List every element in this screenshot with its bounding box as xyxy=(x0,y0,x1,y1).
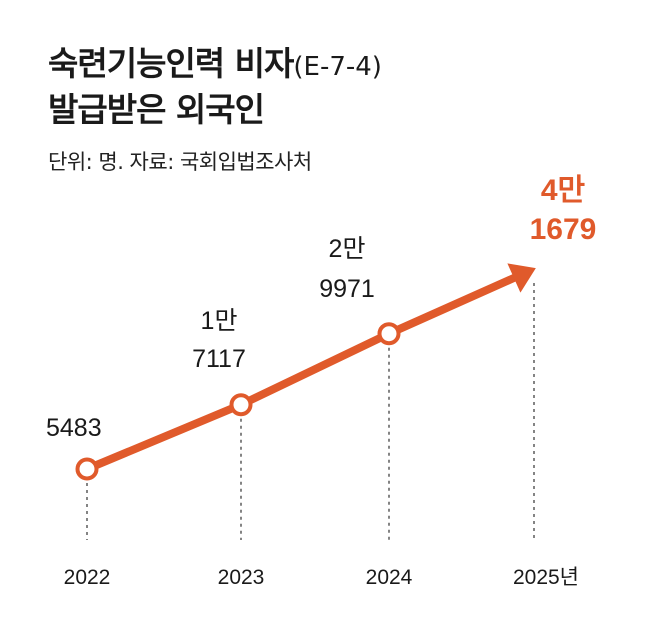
x-tick-label-0: 2022 xyxy=(64,566,111,589)
data-label-2024-1: 2만 xyxy=(329,235,366,263)
data-point-2024 xyxy=(377,322,401,346)
x-tick-label-2: 2024 xyxy=(366,566,413,589)
data-label-2023-2: 7117 xyxy=(192,345,246,373)
data-label-2023-1: 1만 xyxy=(201,307,238,335)
x-tick-label-3: 2025년 xyxy=(513,566,579,589)
data-label-2025년-1: 4만 xyxy=(541,174,586,207)
chart-title-line2: 발급받은 외국인 xyxy=(48,90,265,129)
x-tick-label-1: 2023 xyxy=(218,566,265,589)
data-label-2024-2: 9971 xyxy=(319,275,375,303)
chart-subtitle: 단위: 명. 자료: 국회입법조사처 xyxy=(48,150,312,174)
data-label-2022-1: 5483 xyxy=(46,414,102,442)
arrow-head xyxy=(507,263,536,293)
series-line xyxy=(85,273,518,473)
data-point-2023 xyxy=(229,393,253,417)
title-main: 숙련기능인력 비자 xyxy=(48,44,294,83)
data-point-2022 xyxy=(75,457,99,481)
chart-title-line1: 숙련기능인력 비자(E-7-4) xyxy=(48,42,382,89)
title-suffix: (E-7-4) xyxy=(293,52,382,82)
data-label-2025년-2: 1679 xyxy=(530,213,597,246)
